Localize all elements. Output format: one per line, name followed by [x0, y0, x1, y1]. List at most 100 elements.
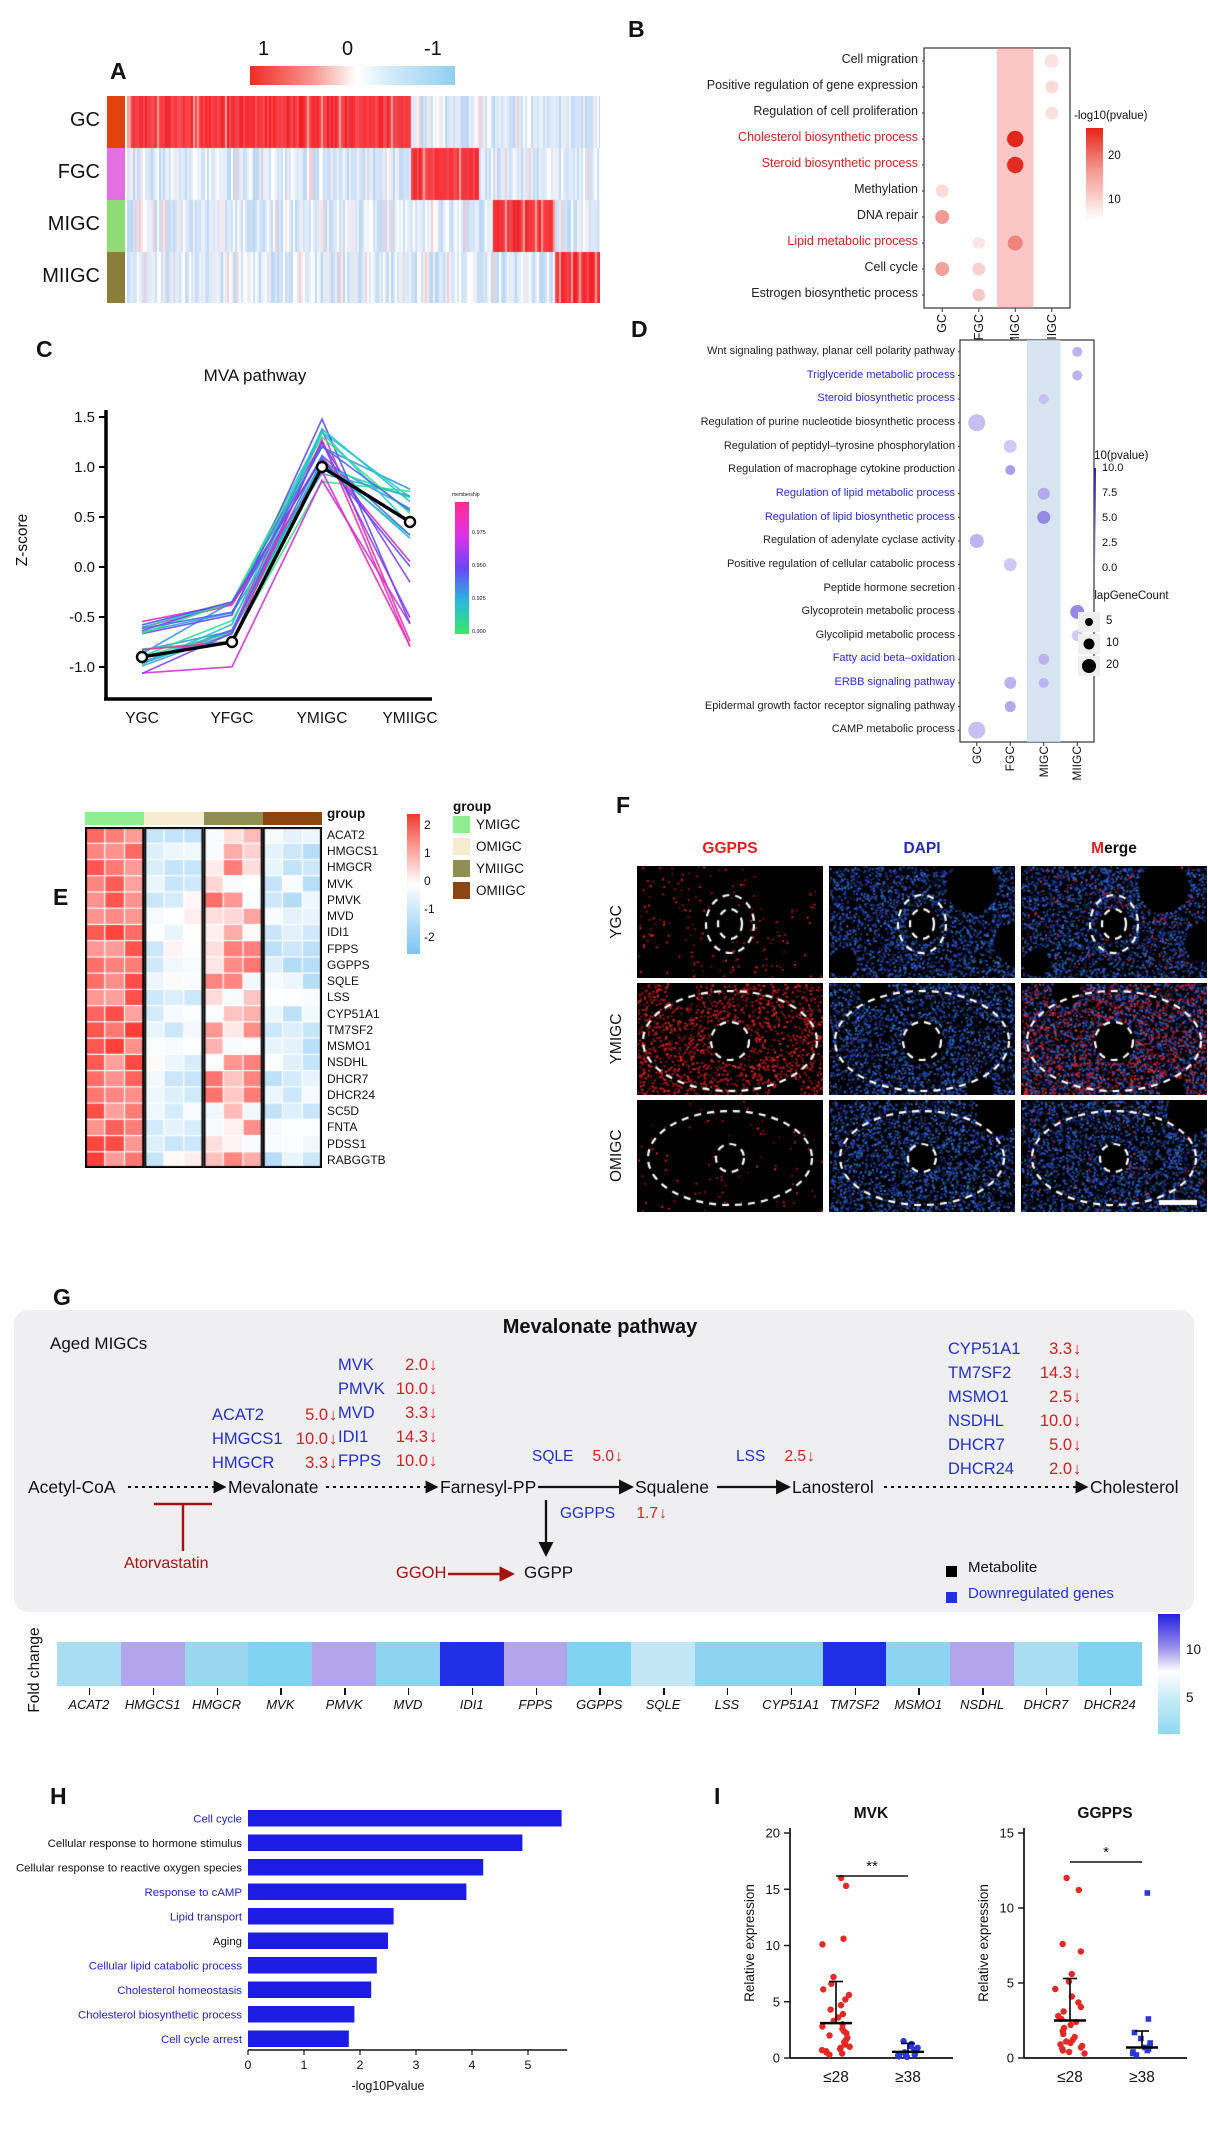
gene-name: FPPS	[338, 1452, 382, 1470]
svg-text:-0.5: -0.5	[69, 609, 95, 626]
col-annotation	[203, 812, 224, 825]
fold-tick	[790, 1688, 793, 1695]
panel-c-label: C	[36, 336, 53, 362]
gene-downregulated: DHCR7 5.0↓	[948, 1436, 1081, 1455]
gene-name: MVD	[338, 1404, 375, 1422]
down-arrow-icon: ↓	[807, 1448, 815, 1465]
gene-label: GGPPS	[327, 957, 370, 972]
down-arrow-icon: ↓	[329, 1430, 338, 1448]
row-label-fgc: FGC	[57, 161, 100, 183]
down-arrow-icon: ↓	[329, 1406, 338, 1424]
down-arrow-icon: ↓	[429, 1452, 438, 1470]
gene-label: MVK	[327, 876, 354, 891]
gene-label: SC5D	[327, 1104, 360, 1119]
gene-downregulated: CYP51A1 3.3↓	[948, 1340, 1081, 1359]
fold-tick	[152, 1688, 155, 1695]
go-term: Positive regulation of cellular cataboli…	[726, 557, 955, 570]
fold-tick	[726, 1688, 729, 1695]
fold-tick	[982, 1688, 984, 1695]
gene-name: TM7SF2	[948, 1364, 1012, 1382]
row-annotation	[107, 96, 125, 148]
gene-name: MSMO1	[948, 1388, 1009, 1406]
legend-tick: 0.950	[472, 563, 486, 569]
panel-a-colorbar	[250, 66, 455, 85]
legend-swatch	[453, 816, 470, 833]
gene-label: LSS	[327, 990, 350, 1005]
down-arrow-icon: ↓	[659, 1505, 667, 1522]
panel-b-label: B	[628, 16, 645, 42]
panel-b-legend-colorbar	[1086, 128, 1103, 220]
fold-tick	[88, 1688, 91, 1695]
fold-cell-nsdhl	[950, 1642, 1014, 1686]
legend-size-label: 5	[1106, 615, 1113, 627]
colorbar-tick: -2	[424, 930, 435, 944]
legend-size-label: 10	[1106, 637, 1119, 649]
size-dot	[1082, 659, 1096, 673]
fold-value: 5.0	[592, 1448, 614, 1465]
mva-lineplot: 1.5 1.0 0.5 0.0 -0.5 -1.0 YGC YFGC YMIGC YMIIGC	[69, 409, 437, 727]
drug-atorvastatin: Atorvastatin	[124, 1555, 209, 1572]
fold-cell-ggpps	[567, 1642, 632, 1686]
col-label-fgc: FGC	[1003, 746, 1018, 772]
fold-tick	[918, 1688, 920, 1695]
go-term: Fatty acid beta–oxidation	[832, 652, 955, 665]
row-annotation	[107, 148, 125, 200]
down-arrow-icon: ↓	[329, 1454, 338, 1472]
fold-gene-label: LSS	[714, 1697, 740, 1712]
fold-value: 1.7	[636, 1505, 658, 1522]
svg-text:Relative expression: Relative expression	[976, 1884, 991, 2002]
micro-omigc-ggpps	[637, 1100, 823, 1212]
pathway-corner-label: Aged MIGCs	[50, 1334, 148, 1353]
go-term: Regulation of adenylate cyclase activity	[763, 534, 955, 547]
go-term: Regulation of macrophage cytokine produc…	[728, 463, 955, 476]
fold-tick	[280, 1688, 282, 1695]
gene-label: RABGGTB	[327, 1152, 386, 1167]
svg-text:**: **	[866, 1858, 878, 1875]
merge-m: M	[1091, 840, 1105, 857]
row-label-ymigc: YMIGC	[608, 1013, 625, 1065]
svg-text:MVK: MVK	[854, 1805, 889, 1822]
row-label-gc: GC	[70, 109, 100, 131]
svg-text:10: 10	[1000, 1901, 1014, 1916]
fold-tick	[1045, 1688, 1048, 1695]
fold-gene-label: MSMO1	[894, 1697, 943, 1712]
drug-ggoh: GGOH	[396, 1564, 447, 1582]
fold-cell-cyp51a1	[758, 1642, 823, 1686]
fold-value: 10.0	[395, 1380, 428, 1398]
svg-text:≥38: ≥38	[1129, 2069, 1155, 2086]
legend-swatch	[453, 860, 470, 877]
panel-c-title: MVA pathway	[203, 366, 307, 385]
go-term: Wnt signaling pathway, planar cell polar…	[706, 345, 955, 357]
fold-cell-acat2	[57, 1642, 121, 1686]
down-arrow-icon: ↓	[1073, 1412, 1082, 1430]
gene-label: NSDHL	[327, 1055, 368, 1070]
go-term: Estrogen biosynthetic process	[751, 286, 918, 300]
fold-tick	[663, 1688, 665, 1695]
gene-downregulated: GGPPS 1.7↓	[560, 1505, 667, 1523]
merge-rest: erge	[1104, 840, 1137, 857]
row-label-miigc: MIIGC	[42, 264, 100, 287]
go-dotplot-b	[922, 47, 1071, 312]
col-annotation	[104, 812, 125, 825]
go-term: Lipid metabolic process	[787, 234, 918, 248]
go-term: Positive regulation of gene expression	[706, 78, 918, 92]
fold-tick	[216, 1688, 218, 1695]
panel-i-label: I	[714, 1783, 721, 1809]
fold-gene-label: SQLE	[645, 1697, 681, 1712]
svg-text:-log10Pvalue: -log10Pvalue	[352, 2079, 425, 2093]
gene-name: DHCR24	[948, 1460, 1015, 1478]
panel-e-legend-header: group	[453, 799, 492, 814]
gene-label: TM7SF2	[327, 1022, 374, 1037]
col-annotation	[124, 812, 145, 825]
legend-tick: 10.0	[1102, 462, 1124, 474]
down-arrow-icon: ↓	[615, 1448, 623, 1465]
go-term: Steroid biosynthetic process	[761, 156, 918, 170]
go-term: Cell migration	[841, 52, 918, 66]
gene-name: IDI1	[338, 1428, 369, 1446]
go-term: Regulation of peptidyl–tyrosine phosphor…	[723, 439, 955, 452]
svg-text:1.0: 1.0	[74, 459, 95, 476]
fold-value: 10.0	[295, 1430, 328, 1448]
fold-gene-label: IDI1	[459, 1697, 484, 1712]
svg-text:Cholesterol homeostasis: Cholesterol homeostasis	[117, 1985, 242, 1997]
